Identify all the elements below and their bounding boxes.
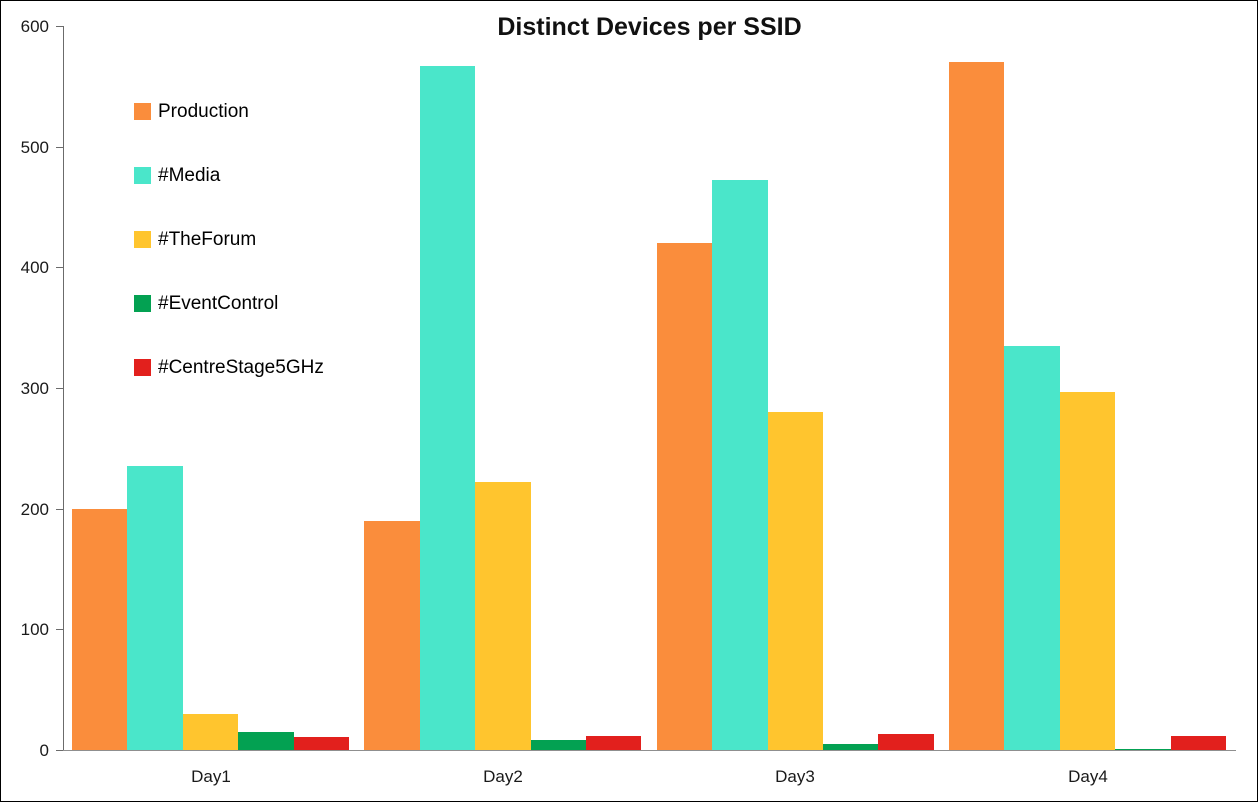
bar-media-day2 bbox=[420, 66, 475, 750]
y-tick-label: 400 bbox=[20, 258, 49, 277]
bar-centrestage5ghz-day4 bbox=[1171, 736, 1226, 750]
y-tick-label: 100 bbox=[20, 620, 49, 639]
y-tick-label: 0 bbox=[39, 741, 49, 760]
legend-item-theforum: #TheForum bbox=[134, 230, 256, 249]
y-tick-label: 300 bbox=[20, 379, 49, 398]
chart-title: Distinct Devices per SSID bbox=[497, 13, 802, 41]
y-tick-label: 200 bbox=[20, 500, 49, 519]
bar-production-day4 bbox=[949, 62, 1004, 750]
bar-production-day3 bbox=[657, 243, 712, 750]
legend-label: #TheForum bbox=[158, 229, 257, 250]
legend-item-centrestage5ghz: #CentreStage5GHz bbox=[134, 358, 324, 377]
bar-eventcontrol-day4 bbox=[1115, 749, 1171, 750]
y-axis-tick bbox=[56, 26, 63, 27]
bar-centrestage5ghz-day2 bbox=[586, 736, 641, 750]
legend-item-eventcontrol: #EventControl bbox=[134, 294, 278, 313]
legend-label: #Media bbox=[158, 165, 221, 186]
y-axis-tick bbox=[56, 267, 63, 268]
y-axis-tick bbox=[56, 629, 63, 630]
legend-swatch-icon bbox=[134, 295, 151, 312]
legend-swatch-icon bbox=[134, 167, 151, 184]
bar-production-day2 bbox=[364, 521, 420, 750]
y-axis-tick bbox=[56, 509, 63, 510]
bar-theforum-day2 bbox=[475, 482, 531, 750]
bar-theforum-day4 bbox=[1060, 392, 1115, 750]
y-axis-tick bbox=[56, 147, 63, 148]
bar-media-day1 bbox=[127, 466, 183, 750]
legend-label: #CentreStage5GHz bbox=[158, 357, 324, 378]
bar-centrestage5ghz-day3 bbox=[878, 734, 934, 750]
legend-label: #EventControl bbox=[158, 293, 279, 314]
legend-swatch-icon bbox=[134, 359, 151, 376]
legend-swatch-icon bbox=[134, 103, 151, 120]
bar-theforum-day1 bbox=[183, 714, 238, 750]
legend-item-media: #Media bbox=[134, 166, 220, 185]
bar-eventcontrol-day1 bbox=[238, 732, 294, 750]
bar-theforum-day3 bbox=[768, 412, 823, 750]
y-axis-line bbox=[63, 26, 64, 750]
legend-item-production: Production bbox=[134, 102, 249, 121]
bar-eventcontrol-day3 bbox=[823, 744, 878, 750]
x-category-label-day1: Day1 bbox=[191, 767, 231, 786]
legend-swatch-icon bbox=[134, 231, 151, 248]
y-axis-tick bbox=[56, 750, 63, 751]
y-tick-label: 600 bbox=[20, 17, 49, 36]
x-category-label-day2: Day2 bbox=[483, 767, 523, 786]
x-category-label-day3: Day3 bbox=[775, 767, 815, 786]
bar-eventcontrol-day2 bbox=[531, 740, 586, 750]
x-axis-line bbox=[63, 750, 1236, 751]
bar-centrestage5ghz-day1 bbox=[294, 737, 349, 750]
bar-production-day1 bbox=[72, 509, 127, 750]
legend-label: Production bbox=[158, 101, 249, 122]
y-tick-label: 500 bbox=[20, 138, 49, 157]
bar-media-day3 bbox=[712, 180, 768, 750]
x-category-label-day4: Day4 bbox=[1068, 767, 1108, 786]
bar-media-day4 bbox=[1004, 346, 1060, 750]
y-axis-tick bbox=[56, 388, 63, 389]
